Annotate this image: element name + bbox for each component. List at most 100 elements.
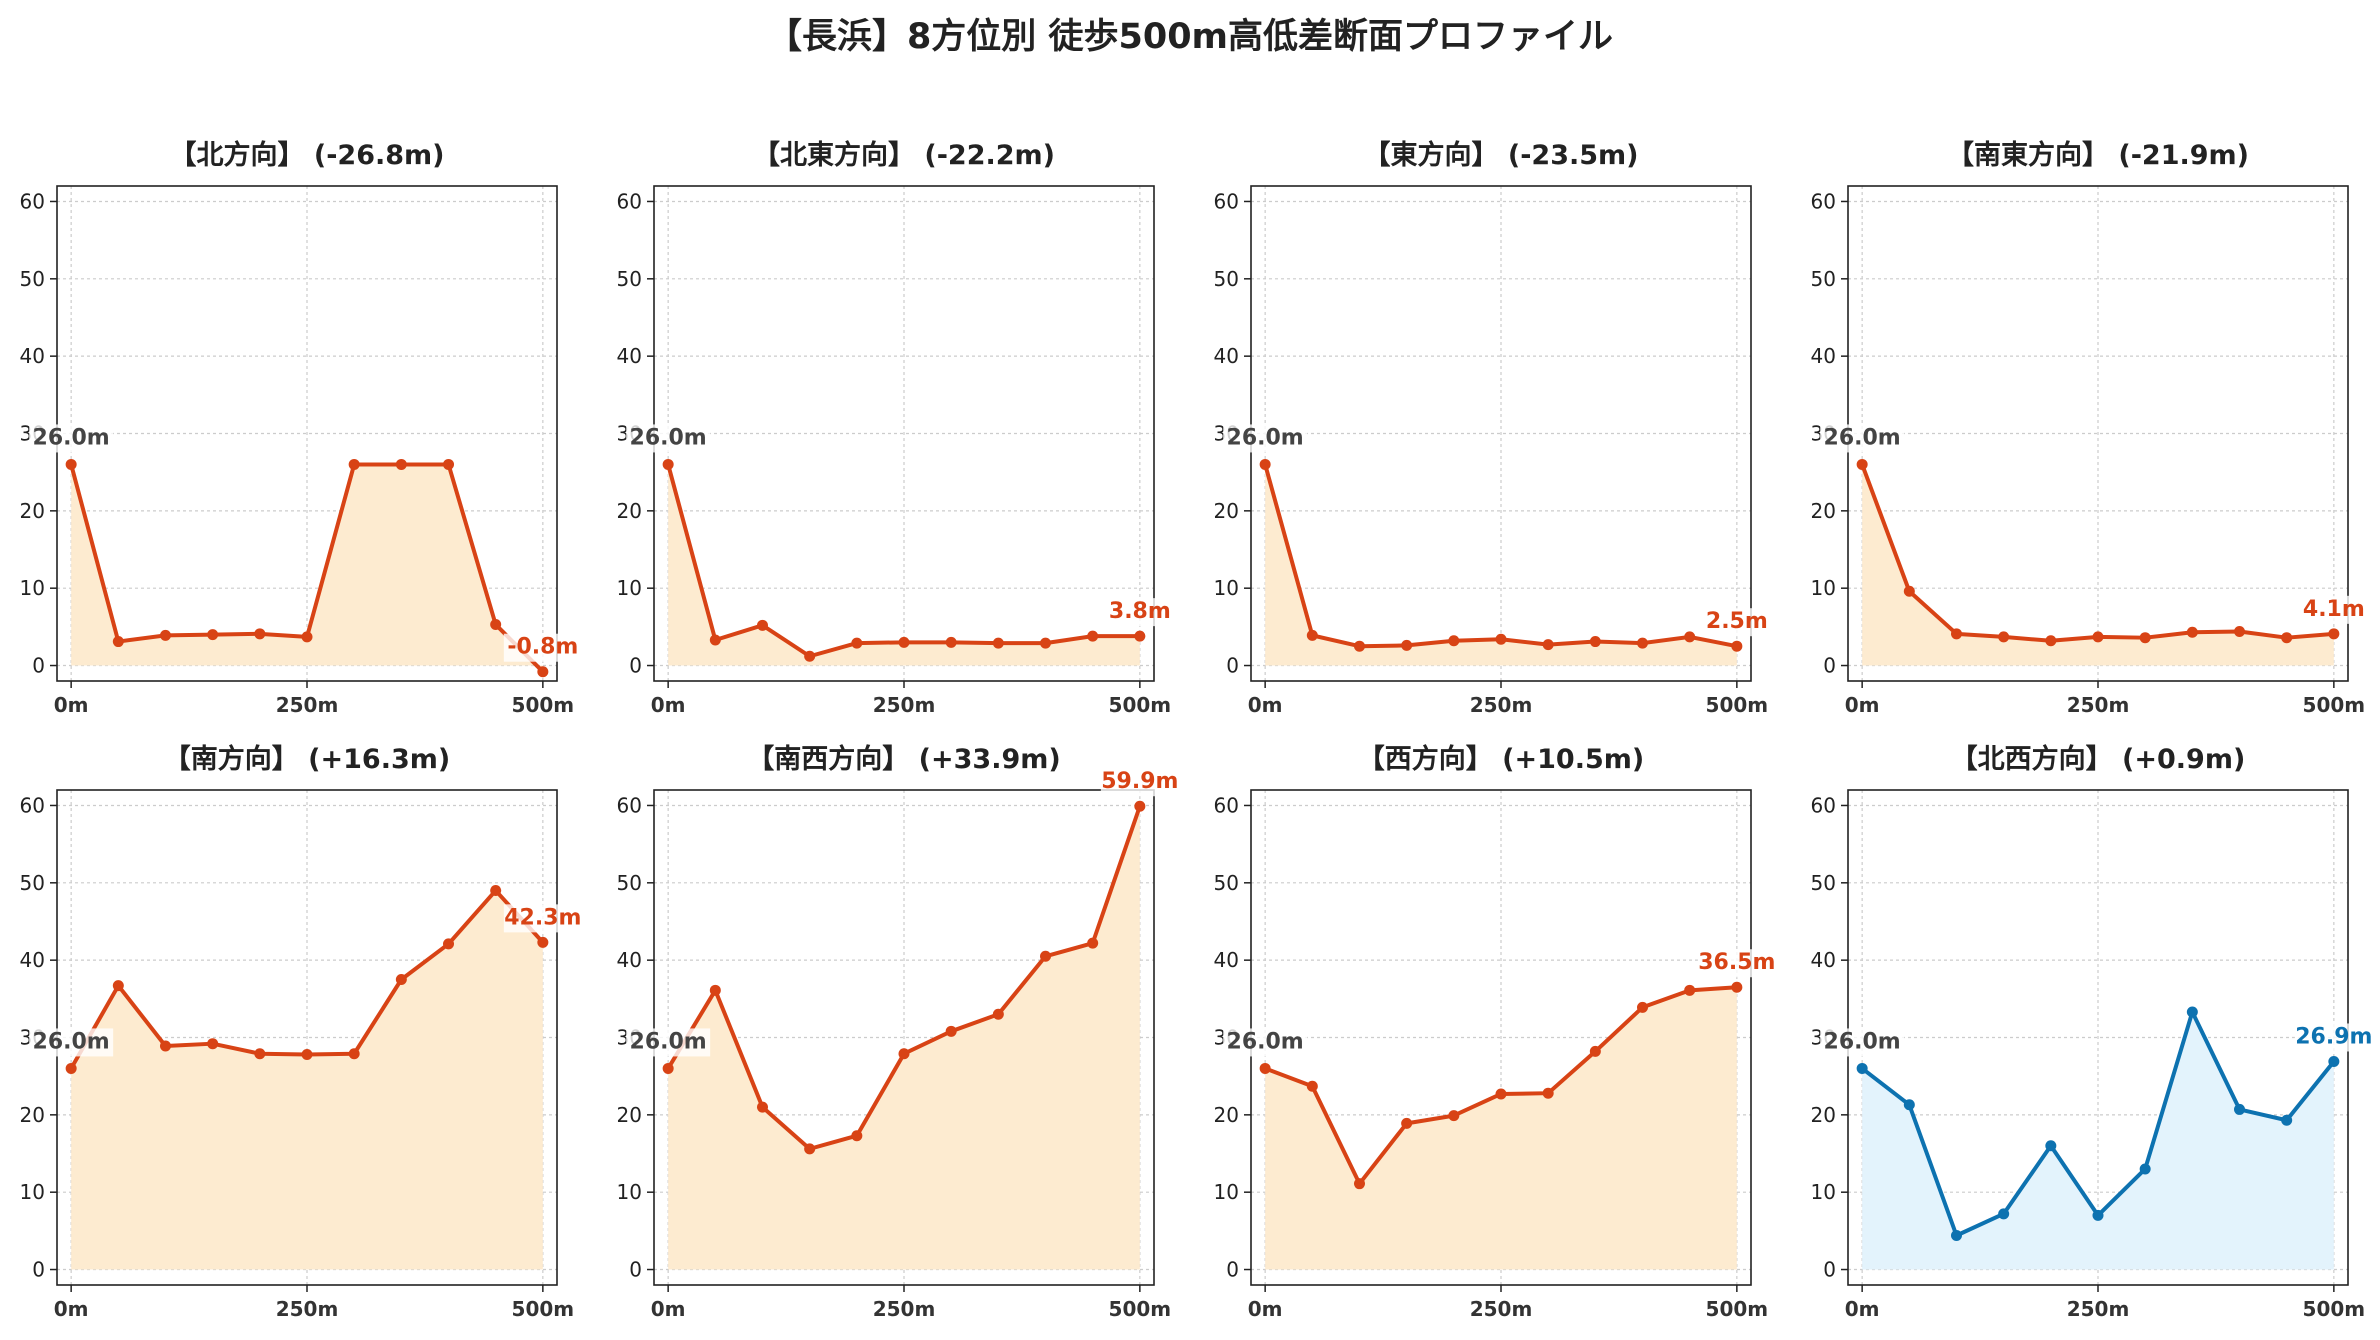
data-point <box>1495 1088 1507 1100</box>
y-tick-label: 0 <box>32 1258 45 1282</box>
panel-title: 【南方向】 (+16.3m) <box>164 743 450 775</box>
data-point <box>1856 458 1868 470</box>
y-tick-label: 40 <box>1811 344 1836 368</box>
y-tick-label: 40 <box>20 948 45 972</box>
y-tick-label: 60 <box>20 793 45 817</box>
data-point <box>945 1025 957 1037</box>
data-point <box>1448 1110 1460 1122</box>
x-tick-label: 500m <box>1109 1297 1172 1321</box>
x-tick-label: 250m <box>873 693 936 717</box>
y-tick-label: 0 <box>1226 654 1239 678</box>
panel-title: 【東方向】 (-23.5m) <box>1363 139 1638 171</box>
data-point <box>2234 626 2246 637</box>
x-tick-label: 250m <box>2067 1297 2130 1321</box>
data-point <box>1589 636 1601 648</box>
y-tick-label: 20 <box>617 499 642 523</box>
start-value-label: 26.0m <box>630 425 707 450</box>
y-tick-label: 20 <box>1811 1103 1836 1127</box>
y-tick-label: 40 <box>1811 948 1836 972</box>
data-point <box>2139 632 2151 644</box>
data-point <box>2281 632 2293 644</box>
end-label-box <box>1704 608 1769 637</box>
profile-panel-5: 01020304050600m250m500m【南西方向】 (+33.9m)26… <box>617 743 1179 1321</box>
data-point <box>1259 1062 1271 1074</box>
data-point <box>1856 1062 1868 1074</box>
y-tick-label: 0 <box>32 654 45 678</box>
data-point <box>1306 629 1318 641</box>
data-point <box>65 458 77 470</box>
profile-panel-2: 01020304050600m250m500m【東方向】 (-23.5m)26.… <box>1214 139 1769 717</box>
data-point <box>112 980 124 992</box>
y-tick-label: 0 <box>629 654 642 678</box>
end-label-box <box>2294 1023 2373 1052</box>
data-point <box>1259 458 1271 470</box>
data-point <box>1731 981 1743 993</box>
panel-title: 【西方向】 (+10.5m) <box>1358 743 1644 775</box>
y-tick-label: 0 <box>629 1258 642 1282</box>
y-tick-label: 10 <box>1214 1180 1239 1204</box>
x-tick-label: 500m <box>2303 1297 2366 1321</box>
data-point <box>992 1008 1004 1020</box>
data-point <box>1542 1087 1554 1099</box>
panel-title: 【南東方向】 (-21.9m) <box>1947 139 2249 171</box>
data-point <box>662 458 674 470</box>
y-tick-label: 20 <box>20 1103 45 1127</box>
panel-title: 【北東方向】 (-22.2m) <box>753 139 1055 171</box>
data-point <box>662 1062 674 1074</box>
start-value-label: 26.0m <box>1227 425 1304 450</box>
y-tick-label: 60 <box>20 189 45 213</box>
y-tick-label: 20 <box>617 1103 642 1127</box>
y-tick-label: 60 <box>1214 189 1239 213</box>
x-tick-label: 500m <box>512 1297 575 1321</box>
data-point <box>1731 640 1743 652</box>
start-value-label: 26.0m <box>1227 1029 1304 1054</box>
data-point <box>348 458 360 470</box>
y-tick-label: 50 <box>1811 267 1836 291</box>
data-point <box>2328 1055 2340 1067</box>
x-tick-label: 250m <box>1470 693 1533 717</box>
end-value-label: 3.8m <box>1109 599 1171 624</box>
x-tick-label: 500m <box>1706 693 1769 717</box>
end-label-box <box>503 633 582 662</box>
end-value-label: 59.9m <box>1101 769 1178 794</box>
data-point <box>254 1048 266 1060</box>
y-tick-label: 40 <box>1214 344 1239 368</box>
data-point <box>898 636 910 648</box>
data-point <box>1998 631 2010 643</box>
y-tick-label: 60 <box>1811 189 1836 213</box>
end-value-label: 42.3m <box>504 905 581 930</box>
area-fill <box>71 890 543 1270</box>
data-point <box>992 637 1004 649</box>
data-point <box>1401 1117 1413 1129</box>
y-tick-label: 40 <box>20 344 45 368</box>
x-tick-label: 0m <box>1845 1297 1880 1321</box>
data-point <box>159 1040 171 1052</box>
data-point <box>537 936 549 948</box>
data-point <box>898 1048 910 1060</box>
data-point <box>1542 639 1554 651</box>
start-value-label: 26.0m <box>33 1029 110 1054</box>
start-label-box <box>1223 1028 1308 1057</box>
data-point <box>1134 630 1146 642</box>
start-label-box <box>29 1028 114 1057</box>
data-point <box>112 636 124 648</box>
profile-panel-6: 01020304050600m250m500m【西方向】 (+10.5m)26.… <box>1214 743 1776 1321</box>
y-tick-label: 60 <box>1811 793 1836 817</box>
y-tick-label: 20 <box>1811 499 1836 523</box>
data-point <box>1040 637 1052 649</box>
y-tick-label: 50 <box>1214 267 1239 291</box>
data-point <box>1637 637 1649 649</box>
profile-panel-4: 01020304050600m250m500m【南方向】 (+16.3m)26.… <box>20 743 582 1321</box>
data-point <box>1040 950 1052 962</box>
y-tick-label: 0 <box>1823 654 1836 678</box>
x-tick-label: 500m <box>2303 693 2366 717</box>
data-point <box>2092 631 2104 643</box>
y-tick-label: 10 <box>617 1180 642 1204</box>
data-point <box>443 458 455 470</box>
y-tick-label: 50 <box>1811 871 1836 895</box>
data-point <box>2139 1163 2151 1175</box>
data-point <box>1589 1045 1601 1057</box>
data-point <box>443 938 455 950</box>
data-point <box>207 1038 219 1050</box>
